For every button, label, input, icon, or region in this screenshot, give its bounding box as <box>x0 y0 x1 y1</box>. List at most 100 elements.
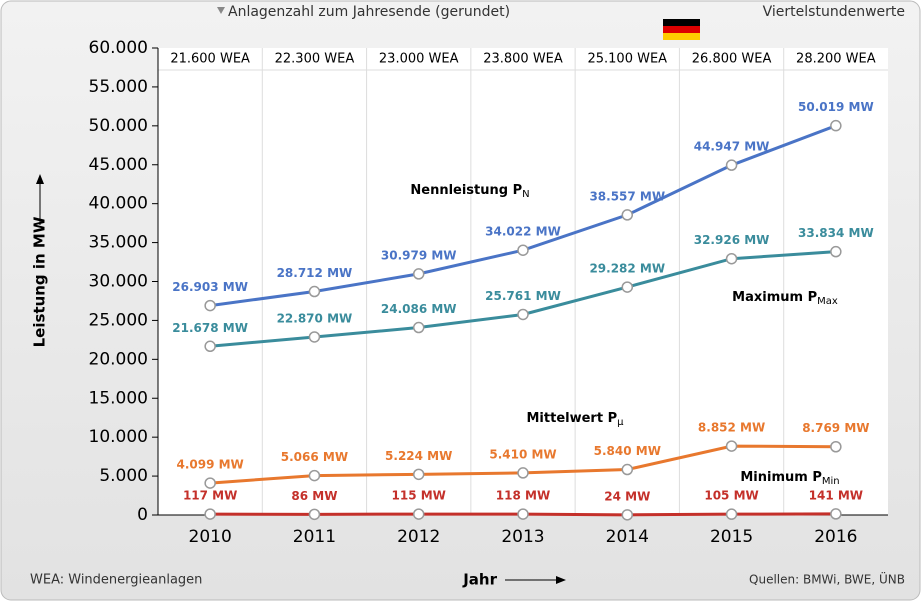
point <box>412 268 425 280</box>
y-arrow <box>36 174 44 225</box>
point <box>412 321 425 334</box>
plant-count: 28.200 WEA <box>796 52 876 67</box>
point <box>308 508 321 521</box>
y-axis-label: Leistung in MW <box>31 216 49 347</box>
point <box>621 209 634 221</box>
point <box>725 440 738 452</box>
value-label: 141 MW <box>809 488 863 502</box>
value-label: 8.769 MW <box>802 421 869 435</box>
point <box>830 508 842 520</box>
value-label: 8.852 MW <box>698 421 765 435</box>
value-label: 33.834 MW <box>798 226 874 240</box>
series-name-main: Mittelwert P <box>527 411 618 426</box>
x-tick-label: 2012 <box>397 527 440 547</box>
y-tick-label: 40.000 <box>89 194 148 214</box>
y-tick-label: 15.000 <box>89 388 148 408</box>
value-label: 118 MW <box>496 489 550 503</box>
source: Quellen: BMWi, BWE, ÜNB <box>749 571 905 587</box>
point <box>830 245 842 258</box>
point <box>725 159 738 171</box>
value-label: 115 MW <box>392 489 446 503</box>
y-tick-label: 0 <box>137 505 148 525</box>
flag <box>663 19 700 40</box>
value-label: 105 MW <box>704 489 758 503</box>
x-tick-label: 2014 <box>606 527 649 547</box>
y-tick-label: 10.000 <box>89 427 148 447</box>
point <box>517 308 529 321</box>
point <box>830 440 842 453</box>
point <box>308 285 321 298</box>
value-label: 86 MW <box>291 489 337 503</box>
y-tick-label: 20.000 <box>89 349 148 369</box>
plant-count: 23.800 WEA <box>483 52 563 67</box>
series-name-sub: Min <box>822 476 840 487</box>
point <box>204 477 216 489</box>
y-tick-label: 55.000 <box>89 77 148 97</box>
series-name-sub: μ <box>617 417 624 428</box>
value-label: 24 MW <box>604 489 650 503</box>
point <box>517 244 529 256</box>
point <box>308 331 321 343</box>
x-tick-label: 2016 <box>814 527 857 547</box>
point <box>308 469 321 482</box>
x-arrow <box>505 576 566 584</box>
header-left: Anlagenzahl zum Jahresende (gerundet) <box>228 4 510 20</box>
series-name: Nennleistung PN <box>410 183 529 201</box>
point <box>621 463 634 476</box>
value-label: 38.557 MW <box>589 189 665 203</box>
plant-count: 25.100 WEA <box>587 52 667 67</box>
value-label: 44.947 MW <box>694 140 770 154</box>
point <box>517 508 529 520</box>
value-label: 29.282 MW <box>589 262 665 276</box>
series-name-main: Minimum P <box>740 470 822 485</box>
value-label: 5.410 MW <box>489 447 556 461</box>
value-label: 24.086 MW <box>381 302 457 316</box>
x-tick-label: 2015 <box>710 527 753 547</box>
value-label: 32.926 MW <box>694 233 770 247</box>
point <box>412 508 425 520</box>
plant-count: 26.800 WEA <box>692 52 772 67</box>
point <box>621 281 634 293</box>
series-name-sub: Max <box>817 296 838 307</box>
y-tick-label: 50.000 <box>89 116 148 136</box>
value-label: 34.022 MW <box>485 225 561 239</box>
point <box>204 299 216 312</box>
plot-area <box>158 48 888 515</box>
series-name: Minimum PMin <box>740 470 839 488</box>
plant-count: 21.600 WEA <box>170 52 250 67</box>
series-name-main: Maximum P <box>732 290 817 305</box>
value-label: 26.903 MW <box>172 280 248 294</box>
value-label: 25.761 MW <box>485 289 561 303</box>
series-name: Maximum PMax <box>732 290 838 308</box>
y-tick-label: 5.000 <box>99 466 148 486</box>
series-name: Mittelwert Pμ <box>527 411 625 429</box>
y-tick-label: 45.000 <box>89 155 148 175</box>
y-tick-label: 60.000 <box>89 38 148 58</box>
series-name-main: Nennleistung P <box>410 183 522 198</box>
point <box>412 468 425 481</box>
y-tick-label: 25.000 <box>89 310 148 330</box>
plant-count: 23.000 WEA <box>379 52 459 67</box>
series-name-sub: N <box>522 189 529 200</box>
y-tick-label: 30.000 <box>89 272 148 292</box>
value-label: 21.678 MW <box>172 321 248 335</box>
point <box>204 340 216 353</box>
x-axis-label: Jahr <box>462 571 497 589</box>
value-label: 50.019 MW <box>798 100 874 114</box>
point <box>517 467 529 479</box>
value-label: 5.224 MW <box>385 449 452 463</box>
x-tick-label: 2010 <box>189 527 232 547</box>
point <box>725 252 738 265</box>
value-label: 5.840 MW <box>594 444 661 458</box>
value-label: 117 MW <box>183 489 237 503</box>
value-label: 30.979 MW <box>381 248 457 262</box>
value-label: 5.066 MW <box>281 450 348 464</box>
value-label: 22.870 MW <box>277 311 353 325</box>
value-label: 28.712 MW <box>277 266 353 280</box>
header-right: Viertelstundenwerte <box>763 4 905 20</box>
point <box>204 508 216 520</box>
triangle-icon <box>217 7 225 14</box>
x-tick-label: 2011 <box>293 527 336 547</box>
point <box>621 509 634 521</box>
